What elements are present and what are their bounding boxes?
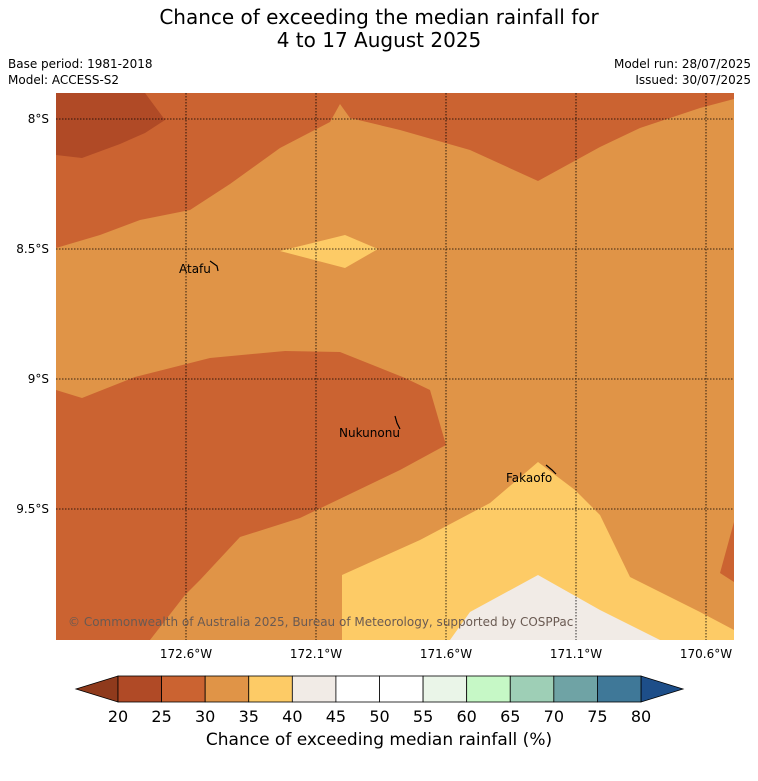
chart-title: Chance of exceeding the median rainfall … xyxy=(0,6,758,52)
colorbar-label: Chance of exceeding median rainfall (%) xyxy=(205,730,553,750)
title-line-2: 4 to 17 August 2025 xyxy=(276,28,482,52)
fill-40-45-bottom xyxy=(450,575,660,640)
colorbar-swatch xyxy=(161,675,206,703)
fill-20-25-top-left xyxy=(56,93,165,158)
fakaofo-outline xyxy=(545,464,557,475)
base-period: Base period: 1981-2018 xyxy=(8,57,153,71)
nukunonu-outline xyxy=(394,415,401,430)
colorbar-swatch xyxy=(117,675,162,703)
lon-tick-label: 172.6°W xyxy=(160,647,212,661)
model-run: Model run: 28/07/2025 xyxy=(613,57,751,71)
issued-date: Issued: 30/07/2025 xyxy=(635,73,751,87)
colorbar-swatch xyxy=(379,675,424,703)
colorbar-swatch xyxy=(335,675,380,703)
copyright-notice: © Commonwealth of Australia 2025, Bureau… xyxy=(68,615,573,629)
place-label-nukunonu: Nukunonu xyxy=(339,426,400,440)
colorbar-swatch xyxy=(204,675,250,703)
lon-tick-label: 171.1°W xyxy=(550,647,602,661)
meta-left: Base period: 1981-2018 Model: ACCESS-S2 xyxy=(8,56,153,88)
colorbar-swatch xyxy=(422,675,468,703)
colorbar-swatch xyxy=(248,675,293,703)
fill-25-30-top xyxy=(56,93,734,248)
title-line-1: Chance of exceeding the median rainfall … xyxy=(159,5,599,29)
lat-tick-label: 8°S xyxy=(28,112,49,126)
colorbar-swatch xyxy=(597,675,642,703)
fill-35-40-patch xyxy=(280,235,378,268)
colorbar-tick-label: 25 xyxy=(151,707,171,726)
colorbar: 20 25 30 35 40 45 50 55 60 65 70 75 80 xyxy=(74,675,685,726)
colorbar-tick-label: 35 xyxy=(239,707,259,726)
colorbar-tick-label: 70 xyxy=(544,707,564,726)
colorbar-swatch xyxy=(553,675,598,703)
atafu-outline xyxy=(209,260,219,272)
colorbar-swatch xyxy=(291,675,337,703)
contour-fills xyxy=(56,93,734,640)
place-label-fakaofo: Fakaofo xyxy=(506,471,552,485)
colorbar-swatch xyxy=(509,675,555,703)
colorbar-tick-label: 50 xyxy=(369,707,389,726)
fill-25-30-middle xyxy=(56,351,446,640)
atoll-outlines xyxy=(209,260,557,475)
colorbar-tick-label: 20 xyxy=(108,707,128,726)
fill-25-30-right-edge xyxy=(720,522,734,582)
colorbar-over-arrow xyxy=(640,675,685,703)
lon-tick-label: 170.6°W xyxy=(680,647,732,661)
lat-tick-label: 9°S xyxy=(28,372,49,386)
lat-tick-label: 9.5°S xyxy=(16,502,49,516)
meta-right: Model run: 28/07/2025 Issued: 30/07/2025 xyxy=(614,56,751,88)
colorbar-tick-label: 75 xyxy=(587,707,607,726)
model-name: Model: ACCESS-S2 xyxy=(8,73,120,87)
place-label-atafu: Atafu xyxy=(179,262,211,276)
lon-tick-label: 171.6°W xyxy=(420,647,472,661)
colorbar-tick-label: 80 xyxy=(631,707,651,726)
grid-lines xyxy=(56,93,734,640)
colorbar-tick-label: 30 xyxy=(195,707,215,726)
colorbar-swatch xyxy=(466,675,511,703)
colorbar-tick-label: 55 xyxy=(413,707,433,726)
colorbar-tick-label: 60 xyxy=(456,707,476,726)
lon-tick-label: 172.1°W xyxy=(290,647,342,661)
colorbar-under-arrow xyxy=(74,675,119,703)
colorbar-tick-label: 45 xyxy=(326,707,346,726)
colorbar-tick-label: 65 xyxy=(500,707,520,726)
colorbar-tick-label: 40 xyxy=(282,707,302,726)
lat-tick-label: 8.5°S xyxy=(16,242,49,256)
fill-35-40-bottom xyxy=(342,462,734,640)
